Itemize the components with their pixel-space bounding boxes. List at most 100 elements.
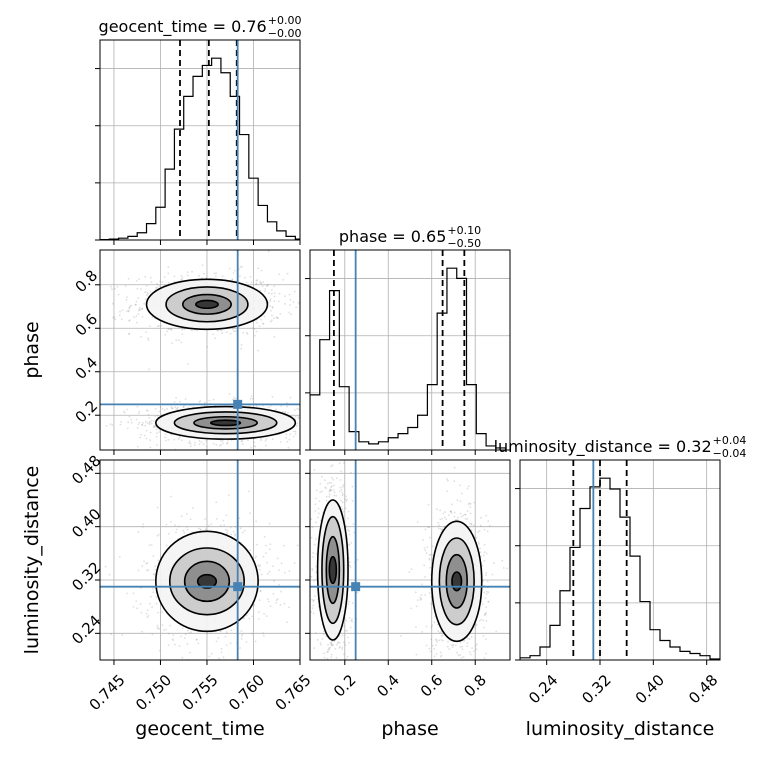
sample-point xyxy=(338,490,341,493)
sample-point xyxy=(136,321,138,324)
sample-point xyxy=(137,423,140,426)
sample-point xyxy=(152,573,155,575)
sample-point xyxy=(262,634,265,637)
sample-point xyxy=(466,510,469,512)
sample-point xyxy=(334,647,337,650)
sample-point xyxy=(239,647,241,649)
sample-point xyxy=(440,630,443,633)
sample-point xyxy=(283,544,285,547)
sample-point xyxy=(331,485,333,488)
sample-point xyxy=(312,604,315,607)
sample-point xyxy=(158,628,161,630)
sample-point xyxy=(271,438,274,440)
sample-point xyxy=(260,282,263,285)
sample-point xyxy=(243,617,246,619)
sample-point xyxy=(170,433,173,436)
sample-point xyxy=(140,288,142,290)
sample-point xyxy=(343,461,345,464)
sample-point xyxy=(226,442,228,445)
sample-point xyxy=(321,490,323,493)
sample-point xyxy=(181,656,184,659)
sample-point xyxy=(142,526,144,528)
sample-point xyxy=(224,635,227,638)
sample-point xyxy=(156,414,159,417)
sample-point xyxy=(156,286,158,289)
sample-point xyxy=(208,399,211,402)
contour-line xyxy=(438,537,475,626)
x-axis-label-phase: phase xyxy=(381,718,438,740)
sample-point xyxy=(323,479,326,482)
sample-point xyxy=(428,558,431,561)
sample-point xyxy=(328,647,330,650)
sample-point xyxy=(215,518,218,520)
sample-point xyxy=(136,445,139,448)
sample-point xyxy=(142,523,145,525)
x-tick-label: 0.4 xyxy=(373,671,403,701)
sample-point xyxy=(251,615,254,618)
sample-point xyxy=(312,600,315,602)
sample-point xyxy=(278,583,280,586)
sample-point xyxy=(348,641,350,644)
sample-point xyxy=(198,527,200,530)
sample-point xyxy=(248,617,251,620)
sample-point xyxy=(132,592,135,595)
sample-point xyxy=(144,425,147,427)
sample-point xyxy=(271,306,274,309)
sample-point xyxy=(266,598,269,601)
sample-point xyxy=(326,482,329,485)
sample-point xyxy=(135,280,138,282)
sample-point xyxy=(171,638,174,640)
sample-point xyxy=(335,644,338,646)
sample-point xyxy=(272,565,274,568)
sample-point xyxy=(485,638,487,640)
x-tick-label: 0.32 xyxy=(578,671,614,707)
sample-point xyxy=(502,567,505,569)
sample-point xyxy=(322,630,325,633)
sample-point xyxy=(158,325,160,327)
sample-point xyxy=(447,479,449,482)
sample-point xyxy=(468,651,471,654)
sample-point xyxy=(476,643,478,645)
contour-line xyxy=(181,293,232,315)
sample-point xyxy=(283,602,286,605)
sample-point xyxy=(118,314,121,317)
sample-point xyxy=(314,503,317,506)
sample-point xyxy=(479,524,482,527)
sample-point xyxy=(294,430,297,433)
sample-point xyxy=(198,439,201,442)
sample-point xyxy=(161,624,164,627)
sample-point xyxy=(286,272,289,275)
sample-point xyxy=(491,573,494,576)
sample-point xyxy=(114,318,117,321)
sample-point xyxy=(453,515,456,518)
sample-point xyxy=(111,288,113,291)
sample-point xyxy=(335,454,337,456)
sample-point xyxy=(431,644,434,647)
y-tick-label: 0.8 xyxy=(72,266,102,296)
sample-point xyxy=(484,597,487,599)
sample-point xyxy=(163,409,166,411)
sample-point xyxy=(137,531,140,534)
sample-point xyxy=(315,552,318,555)
sample-point xyxy=(221,275,224,278)
sample-point xyxy=(213,272,216,275)
sample-point xyxy=(265,285,268,287)
sample-point xyxy=(234,397,237,400)
sample-point xyxy=(448,514,450,516)
sample-point xyxy=(127,310,130,313)
sample-point xyxy=(165,439,168,442)
sample-point xyxy=(428,557,431,560)
sample-point xyxy=(288,570,291,573)
sample-point xyxy=(270,289,273,291)
sample-point xyxy=(419,599,422,601)
sample-point xyxy=(254,557,257,559)
sample-point xyxy=(164,433,167,436)
sample-point xyxy=(338,709,340,711)
y-tick-label: 0.48 xyxy=(68,452,104,488)
sample-point xyxy=(199,528,202,531)
sample-point xyxy=(171,342,173,345)
sample-point xyxy=(97,441,99,443)
sample-point xyxy=(170,327,173,330)
sample-point xyxy=(483,614,486,617)
sample-point xyxy=(473,501,476,504)
